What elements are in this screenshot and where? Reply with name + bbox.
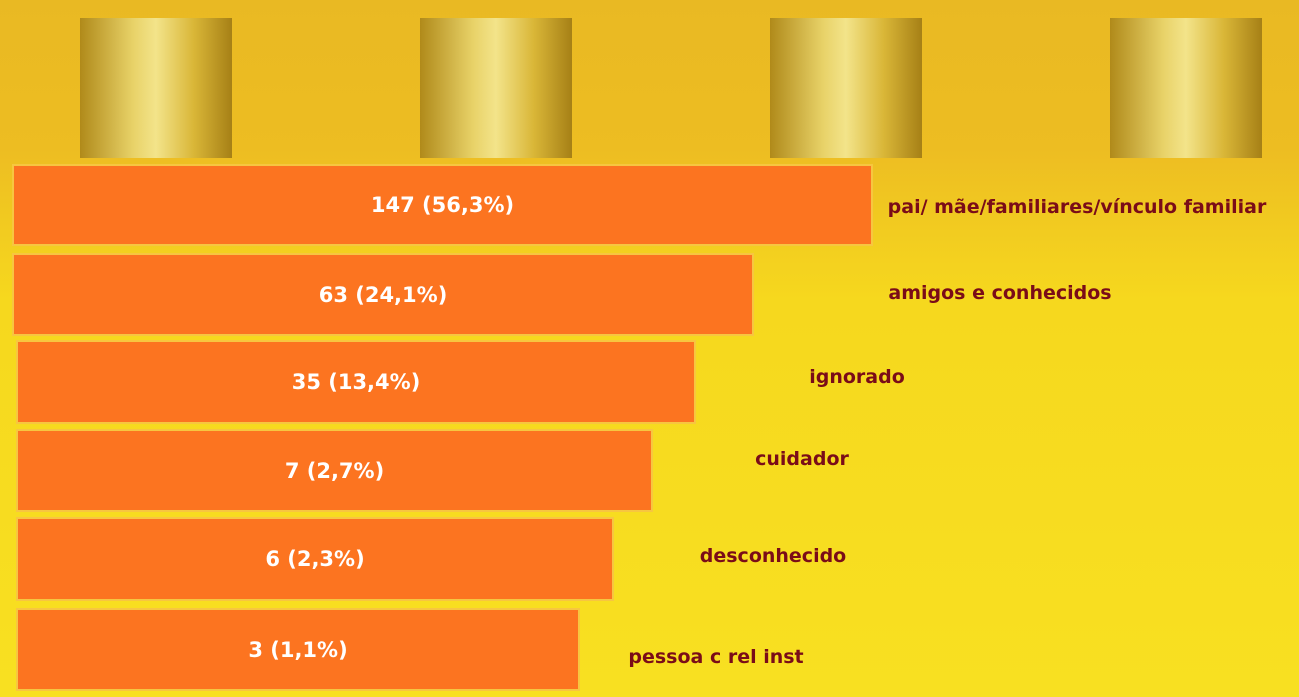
stud bbox=[1110, 18, 1262, 158]
bar: 3 (1,1%) bbox=[16, 608, 580, 691]
value-label: 63 (24,1%) bbox=[318, 282, 448, 307]
category-label: amigos e conhecidos bbox=[888, 282, 1112, 304]
stud bbox=[80, 18, 232, 158]
value-label: 6 (2,3%) bbox=[265, 547, 365, 571]
bar: 7 (2,7%) bbox=[16, 429, 653, 512]
value-label: 3 (1,1%) bbox=[248, 637, 348, 662]
value-label: 7 (2,7%) bbox=[284, 458, 385, 483]
category-label: cuidador bbox=[755, 448, 849, 470]
stud bbox=[770, 18, 922, 158]
value-label: 35 (13,4%) bbox=[291, 370, 421, 394]
category-label: pai/ mãe/familiares/vínculo familiar bbox=[887, 196, 1267, 218]
bar: 35 (13,4%) bbox=[16, 340, 696, 424]
value-label: 147 (56,3%) bbox=[370, 193, 515, 217]
category-label: ignorado bbox=[809, 366, 905, 388]
bar: 6 (2,3%) bbox=[16, 517, 614, 601]
category-label: desconhecido bbox=[699, 545, 847, 567]
bar: 147 (56,3%) bbox=[12, 164, 873, 246]
category-label: pessoa c rel inst bbox=[628, 646, 804, 668]
bar: 63 (24,1%) bbox=[12, 253, 754, 336]
stud bbox=[420, 18, 572, 158]
